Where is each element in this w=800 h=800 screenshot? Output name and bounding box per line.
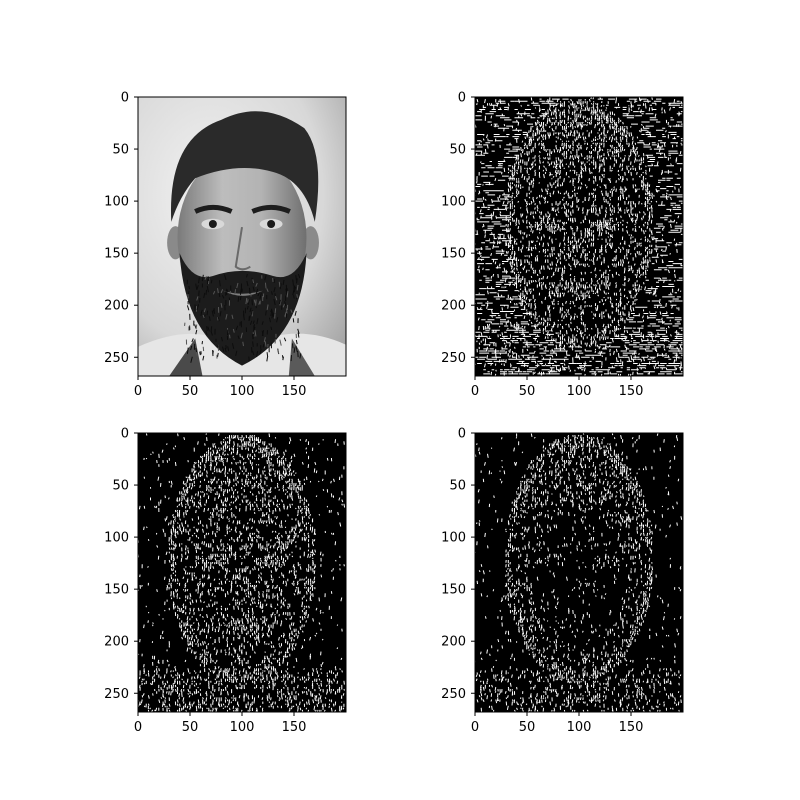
edge-map [138, 433, 346, 712]
y-tick-label: 100 [441, 195, 466, 210]
x-tick-label: 150 [282, 720, 307, 735]
x-tick-label: 100 [567, 720, 592, 735]
x-tick-label: 50 [182, 720, 199, 735]
grayscale-photo [138, 97, 346, 376]
edge-map [475, 97, 683, 376]
y-tick-label: 100 [104, 195, 129, 210]
panel-edge-map-2: 0 50 100 150 0 50 100 150 200 250 [104, 427, 347, 735]
y-tick-label: 150 [441, 247, 466, 262]
x-tick-label: 0 [471, 720, 479, 735]
y-tick-label: 200 [104, 299, 129, 314]
x-tick-label: 0 [134, 384, 142, 399]
y-tick-label: 0 [121, 427, 129, 442]
x-tick-label: 150 [619, 720, 644, 735]
x-tick-label: 50 [519, 384, 536, 399]
y-tick-label: 200 [441, 299, 466, 314]
y-tick-label: 250 [441, 687, 466, 702]
y-tick-label: 150 [104, 247, 129, 262]
y-tick-label: 250 [441, 351, 466, 366]
x-tick-label: 0 [134, 720, 142, 735]
x-tick-label: 150 [282, 384, 307, 399]
panel-edge-map-3: 0 50 100 150 0 50 100 150 200 250 [441, 427, 684, 735]
y-tick-label: 100 [104, 531, 129, 546]
y-tick-label: 100 [441, 531, 466, 546]
x-tick-label: 100 [567, 384, 592, 399]
x-tick-label: 150 [619, 384, 644, 399]
x-tick-label: 50 [519, 720, 536, 735]
y-tick-label: 250 [104, 351, 129, 366]
panel-edge-map-1: 0 50 100 150 0 50 100 150 200 250 [441, 91, 684, 399]
y-tick-label: 50 [112, 479, 129, 494]
x-tick-label: 100 [230, 720, 255, 735]
y-tick-label: 50 [449, 479, 466, 494]
y-tick-label: 150 [441, 583, 466, 598]
y-tick-label: 250 [104, 687, 129, 702]
y-tick-label: 0 [458, 91, 466, 106]
y-tick-label: 50 [449, 143, 466, 158]
x-tick-label: 100 [230, 384, 255, 399]
y-tick-label: 50 [112, 143, 129, 158]
edge-map [475, 433, 683, 712]
panel-grayscale-photo: 0 50 100 150 0 50 100 150 200 250 [104, 91, 347, 399]
y-tick-label: 200 [104, 635, 129, 650]
x-tick-label: 50 [182, 384, 199, 399]
x-tick-label: 0 [471, 384, 479, 399]
y-tick-label: 0 [458, 427, 466, 442]
y-tick-label: 200 [441, 635, 466, 650]
y-tick-label: 0 [121, 91, 129, 106]
y-tick-label: 150 [104, 583, 129, 598]
